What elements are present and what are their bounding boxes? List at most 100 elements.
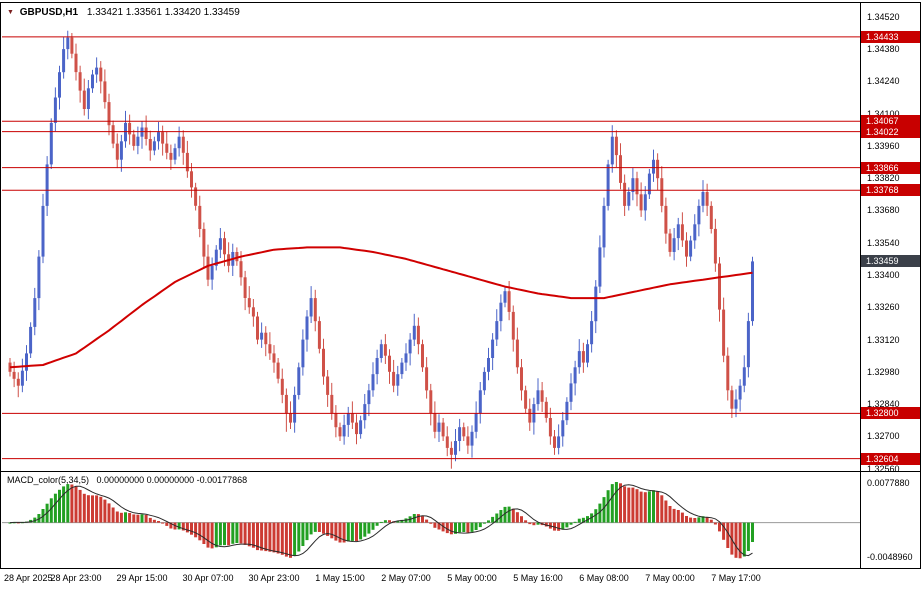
candle-body bbox=[383, 344, 387, 356]
macd-bar bbox=[474, 522, 478, 530]
macd-histogram bbox=[8, 482, 754, 559]
macd-signal-line bbox=[9, 484, 753, 557]
macd-bar bbox=[515, 512, 519, 523]
macd-bar bbox=[524, 520, 528, 523]
candle-body bbox=[309, 298, 313, 317]
price-tick: 1.34240 bbox=[867, 76, 900, 86]
macd-axis-max: 0.0077880 bbox=[867, 478, 910, 488]
macd-bar bbox=[738, 522, 742, 559]
macd-bar bbox=[734, 522, 738, 558]
candle-body bbox=[742, 367, 746, 386]
macd-bar bbox=[672, 508, 676, 523]
candle-body bbox=[355, 422, 358, 435]
candle-body bbox=[115, 143, 119, 160]
candle-body bbox=[190, 171, 193, 188]
time-axis[interactable]: 28 Apr 2025 28 Apr 23:00 29 Apr 15:00 30 Ap… bbox=[0, 569, 921, 590]
macd-bar bbox=[301, 522, 305, 546]
macd-bar bbox=[746, 522, 750, 551]
candle-body bbox=[672, 238, 676, 252]
chart-title: ▼ GBPUSD,H1 1.33421 1.33561 1.33420 1.33… bbox=[7, 7, 240, 18]
macd-bar bbox=[33, 517, 37, 523]
candle-body bbox=[544, 401, 548, 418]
macd-bar bbox=[445, 522, 449, 534]
moving-average-line[interactable] bbox=[9, 246, 753, 369]
macd-bar bbox=[74, 486, 78, 523]
candle-body bbox=[169, 152, 173, 160]
macd-bar bbox=[111, 507, 115, 523]
macd-bar bbox=[181, 522, 185, 531]
price-axis[interactable]: 0.0077880 -0.0048960 1.34520 1.34380 1.342… bbox=[861, 0, 921, 569]
macd-bar bbox=[635, 489, 639, 523]
time-label: 6 May 08:00 bbox=[579, 573, 629, 583]
macd-bar bbox=[383, 520, 387, 523]
macd-bar bbox=[614, 482, 618, 523]
macd-bar bbox=[544, 522, 548, 527]
macd-bar bbox=[223, 522, 226, 546]
macd-bar bbox=[66, 484, 70, 523]
candle-body bbox=[350, 413, 354, 423]
macd-bar bbox=[231, 522, 235, 544]
macd-bar bbox=[338, 522, 342, 543]
candle-body bbox=[668, 233, 672, 252]
macd-bar bbox=[701, 516, 705, 523]
candle-body bbox=[441, 422, 445, 437]
macd-bar bbox=[309, 522, 313, 535]
candle-body bbox=[478, 390, 482, 414]
macd-bar bbox=[421, 516, 424, 523]
candle-body bbox=[573, 367, 577, 384]
candle-body bbox=[726, 355, 730, 391]
candle-body bbox=[652, 159, 655, 174]
time-label: 30 Apr 07:00 bbox=[182, 573, 234, 583]
candle-body bbox=[503, 291, 507, 303]
candle-body bbox=[330, 394, 334, 414]
candle-body bbox=[647, 173, 651, 195]
candle-body bbox=[103, 81, 107, 103]
macd-bar bbox=[375, 522, 379, 526]
macd-bar bbox=[350, 522, 354, 541]
indicator-panel-separator[interactable] bbox=[0, 471, 921, 472]
price-tick: 1.33960 bbox=[867, 141, 900, 151]
macd-bar bbox=[532, 522, 536, 526]
macd-canvas[interactable] bbox=[2, 472, 860, 568]
macd-bar bbox=[202, 522, 206, 544]
candle-body bbox=[165, 143, 169, 153]
candle-body bbox=[29, 326, 33, 354]
macd-bar bbox=[577, 518, 581, 523]
macd-bar bbox=[305, 522, 309, 541]
candle-body bbox=[491, 339, 495, 358]
candle-body bbox=[256, 316, 259, 340]
candle-body bbox=[590, 321, 594, 345]
candle-body bbox=[738, 385, 742, 400]
macd-bar bbox=[37, 514, 41, 523]
candle-body bbox=[734, 399, 738, 409]
candle-body bbox=[74, 53, 78, 73]
candle-body bbox=[614, 136, 618, 156]
candle-body bbox=[656, 159, 660, 179]
symbol-dropdown-icon[interactable]: ▼ bbox=[7, 9, 14, 16]
macd-bar bbox=[161, 522, 165, 524]
macd-bar bbox=[210, 522, 214, 549]
candle-body bbox=[33, 298, 37, 327]
candle-body bbox=[404, 353, 408, 363]
price-tick: 1.33400 bbox=[867, 270, 900, 280]
candle-body bbox=[235, 252, 239, 262]
candle-body bbox=[334, 413, 338, 428]
candle-body bbox=[379, 344, 383, 358]
price-tick: 1.33680 bbox=[867, 205, 900, 215]
candle-body bbox=[111, 125, 115, 144]
candle-body bbox=[177, 136, 181, 149]
macd-bar bbox=[78, 489, 82, 523]
macd-bar bbox=[396, 521, 400, 523]
candle-body bbox=[62, 49, 66, 73]
candle-body bbox=[524, 390, 528, 409]
macd-bar bbox=[602, 497, 606, 523]
candle-body bbox=[119, 141, 123, 160]
price-tick: 1.32840 bbox=[867, 399, 900, 409]
macd-bar bbox=[511, 508, 515, 523]
candle-body bbox=[70, 37, 74, 54]
price-chart-canvas[interactable] bbox=[2, 3, 860, 471]
candle-body bbox=[602, 205, 606, 248]
candle-body bbox=[41, 205, 45, 257]
candle-body bbox=[264, 332, 268, 345]
macd-bar bbox=[676, 510, 680, 523]
